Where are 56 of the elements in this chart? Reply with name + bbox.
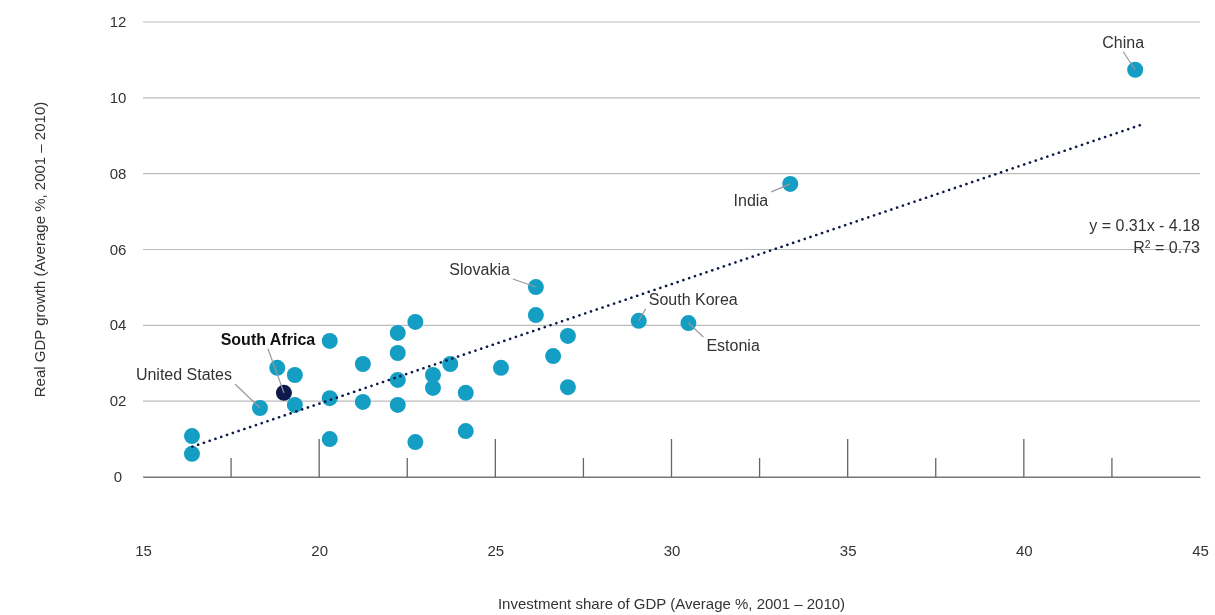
point: [389, 371, 406, 388]
x-tick-label: 15: [135, 541, 152, 559]
point: [275, 384, 292, 401]
annotation: United States: [135, 365, 232, 383]
y-tick-label: 06: [109, 240, 127, 258]
y-tick-label: 08: [109, 164, 127, 182]
annotation: Slovakia: [449, 261, 510, 279]
point: [527, 279, 544, 296]
point: [389, 324, 406, 341]
annotation: R$^{2}$ = 0.73: [1133, 238, 1201, 256]
point: [321, 390, 338, 407]
point: [321, 431, 338, 448]
point: [321, 332, 338, 349]
point: [389, 396, 406, 413]
point: [407, 313, 424, 330]
point: [251, 399, 268, 416]
point: [354, 356, 371, 373]
annotation: South Korea: [648, 290, 738, 308]
annotation: y = 0.31x - 4.18: [1089, 216, 1201, 234]
point: [457, 423, 474, 440]
point: [492, 359, 509, 376]
point: [183, 445, 200, 462]
y-tick-label: 12: [109, 13, 127, 30]
point: [559, 327, 576, 344]
point: [1127, 61, 1144, 78]
point: [630, 312, 647, 329]
x-tick-label: 25: [487, 541, 505, 559]
annotation: China: [1102, 33, 1145, 51]
point: [286, 396, 303, 413]
point: [407, 434, 424, 451]
point: [286, 367, 303, 383]
point: [559, 379, 576, 396]
x-tick-label: 30: [663, 541, 681, 559]
point: [183, 428, 200, 445]
annotation: Estonia: [706, 337, 760, 355]
point: [680, 315, 697, 332]
y-tick-label: 10: [109, 88, 127, 106]
point: [442, 356, 459, 373]
y-tick-label: 0: [113, 468, 123, 485]
point: [527, 307, 544, 324]
y-tick-label: 04: [109, 316, 127, 334]
x-tick-label: 35: [839, 541, 857, 559]
y-tick-label: 02: [109, 392, 127, 410]
x-tick-label: 45: [1192, 541, 1209, 559]
point: [389, 345, 406, 362]
annotation: South Africa: [220, 330, 316, 348]
point: [782, 175, 799, 192]
y-axis-title: Real GDP growth (Average %, 2001 – 2010): [31, 101, 48, 398]
point: [354, 393, 371, 410]
annotation: India: [733, 191, 769, 209]
x-axis-title: Investment share of GDP (Average %, 2001 – 2010): [497, 595, 846, 612]
point: [457, 384, 474, 401]
point: [545, 348, 562, 365]
point: [424, 379, 441, 396]
x-tick-label: 20: [311, 541, 329, 559]
x-tick-label: 40: [1015, 541, 1033, 559]
